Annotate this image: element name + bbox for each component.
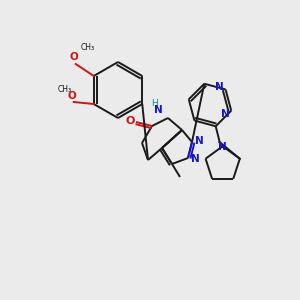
Text: N: N	[195, 136, 203, 146]
Text: N: N	[221, 109, 230, 119]
Text: O: O	[69, 52, 78, 62]
Text: CH₃: CH₃	[81, 44, 95, 52]
Text: O: O	[68, 91, 76, 101]
Text: O: O	[125, 116, 135, 126]
Text: CH₃: CH₃	[58, 85, 72, 94]
Text: N: N	[190, 154, 200, 164]
Text: H: H	[151, 100, 158, 109]
Text: N: N	[154, 105, 162, 115]
Text: N: N	[218, 142, 227, 152]
Text: N: N	[215, 82, 224, 92]
